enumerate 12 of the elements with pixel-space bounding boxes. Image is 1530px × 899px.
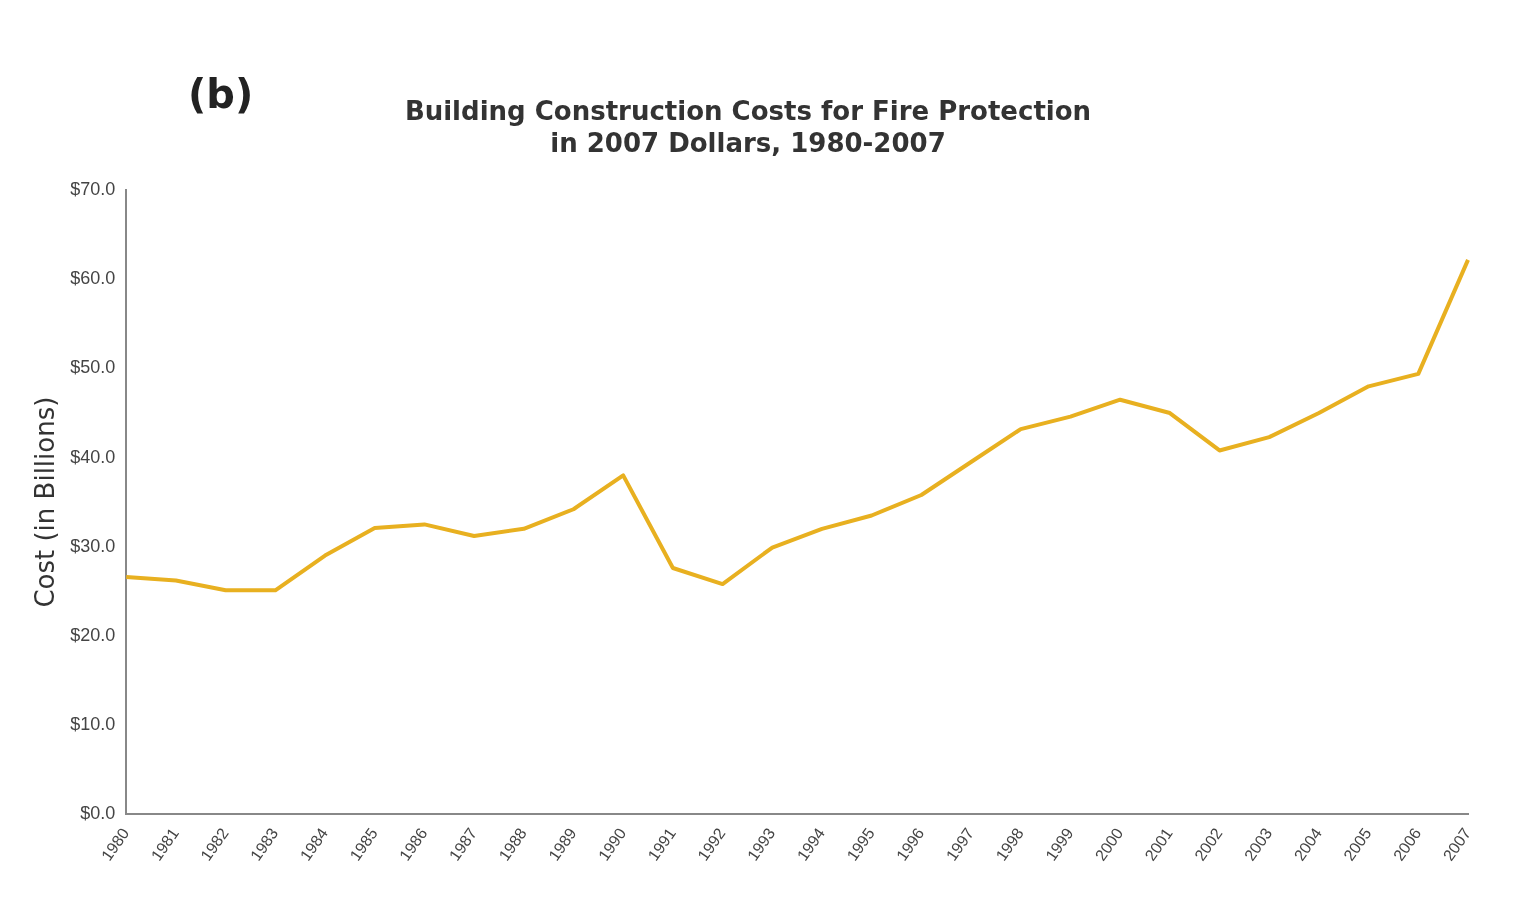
y-tick-label: $0.0 (80, 802, 116, 823)
text: Building Construction Costs for Fire Protection (404, 96, 1092, 127)
text: in 2007 Dollars, 1980-2007 (550, 127, 946, 158)
y-tick-label: $60.0 (70, 268, 116, 289)
y-tick-label: $70.0 (70, 179, 116, 200)
y-tick-label: $40.0 (70, 446, 116, 467)
y-tick-label: $30.0 (70, 535, 116, 556)
y-axis-title: Cost (in Billions) (30, 396, 61, 608)
y-tick-label: $50.0 (70, 357, 116, 378)
y-tick-label: $20.0 (70, 624, 116, 645)
y-tick-label: $10.0 (70, 713, 116, 734)
text: (b) (188, 71, 254, 118)
